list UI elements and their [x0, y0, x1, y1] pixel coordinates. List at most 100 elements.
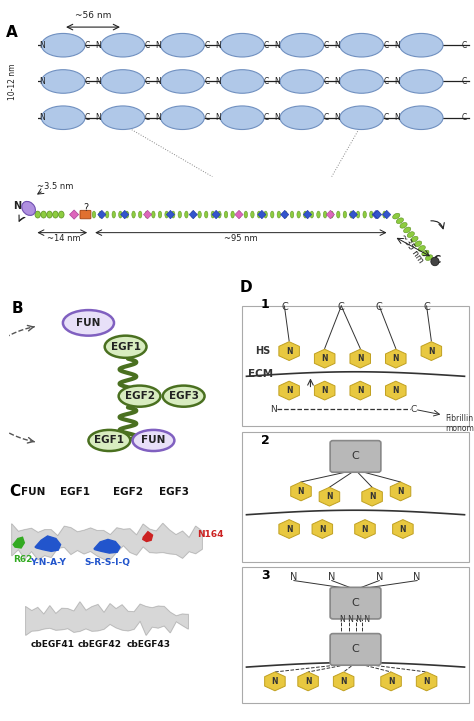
Text: R62: R62: [13, 555, 33, 565]
Text: EGF1: EGF1: [60, 487, 90, 497]
Text: N: N: [388, 677, 394, 686]
Text: C: C: [423, 302, 430, 312]
FancyBboxPatch shape: [242, 567, 469, 703]
FancyBboxPatch shape: [330, 634, 381, 665]
Polygon shape: [312, 520, 333, 539]
Text: EGF3: EGF3: [169, 392, 199, 401]
Ellipse shape: [191, 211, 195, 218]
Ellipse shape: [218, 211, 221, 218]
Text: N N N N: N N N N: [340, 615, 371, 624]
Text: EGF1: EGF1: [110, 342, 141, 352]
Ellipse shape: [125, 211, 129, 218]
Ellipse shape: [422, 250, 429, 256]
Ellipse shape: [165, 211, 168, 218]
Ellipse shape: [101, 33, 145, 57]
Text: N: N: [362, 524, 368, 534]
Ellipse shape: [178, 211, 182, 218]
Ellipse shape: [161, 70, 204, 93]
Ellipse shape: [411, 236, 418, 242]
Ellipse shape: [323, 211, 327, 218]
Text: N: N: [286, 524, 292, 534]
Ellipse shape: [118, 386, 160, 407]
Text: EGF2: EGF2: [125, 392, 155, 401]
Polygon shape: [235, 211, 243, 218]
Ellipse shape: [343, 211, 346, 218]
Text: ~3.5 nm: ~3.5 nm: [37, 182, 73, 191]
Text: N: N: [397, 487, 404, 496]
Ellipse shape: [400, 106, 443, 130]
Ellipse shape: [59, 211, 64, 218]
Polygon shape: [13, 537, 24, 548]
Ellipse shape: [257, 211, 261, 218]
Text: A: A: [6, 25, 18, 40]
Text: C: C: [410, 405, 416, 414]
Ellipse shape: [92, 211, 96, 218]
Text: N: N: [400, 524, 406, 534]
Ellipse shape: [280, 106, 324, 130]
Text: EGF1: EGF1: [94, 435, 124, 446]
Text: N: N: [334, 113, 340, 123]
Text: EGF3: EGF3: [159, 487, 190, 497]
Ellipse shape: [303, 211, 307, 218]
Polygon shape: [333, 672, 354, 691]
Text: ~14 nm: ~14 nm: [46, 234, 80, 243]
Text: ?: ?: [83, 203, 88, 213]
Text: ~56 nm: ~56 nm: [75, 12, 111, 20]
Text: N: N: [428, 347, 435, 355]
Text: 2: 2: [261, 434, 269, 447]
Text: N: N: [321, 354, 328, 363]
Ellipse shape: [133, 430, 174, 451]
Ellipse shape: [431, 257, 439, 266]
FancyBboxPatch shape: [242, 432, 469, 562]
Text: C: C: [264, 113, 269, 123]
Text: Y-N-A-Y: Y-N-A-Y: [30, 559, 65, 567]
Polygon shape: [381, 672, 401, 691]
Ellipse shape: [383, 211, 386, 218]
Text: N: N: [96, 40, 101, 50]
Text: N: N: [271, 405, 277, 414]
Polygon shape: [314, 381, 335, 400]
Ellipse shape: [244, 211, 247, 218]
Text: N: N: [392, 354, 399, 363]
Ellipse shape: [89, 430, 130, 451]
Polygon shape: [374, 211, 382, 218]
Text: S-R-S-I-Q: S-R-S-I-Q: [84, 559, 130, 567]
Polygon shape: [166, 211, 174, 218]
Text: N: N: [394, 40, 400, 50]
Text: C: C: [352, 645, 359, 655]
Polygon shape: [349, 211, 357, 218]
Polygon shape: [383, 211, 391, 218]
Polygon shape: [355, 520, 375, 539]
Text: N: N: [298, 487, 304, 496]
Ellipse shape: [277, 211, 281, 218]
Ellipse shape: [172, 211, 175, 218]
Ellipse shape: [118, 211, 122, 218]
Polygon shape: [421, 342, 442, 360]
Text: N: N: [215, 113, 221, 123]
Text: C: C: [281, 302, 288, 312]
Text: N: N: [155, 40, 161, 50]
Ellipse shape: [350, 211, 353, 218]
Polygon shape: [189, 211, 197, 218]
Text: N: N: [39, 113, 45, 123]
Polygon shape: [319, 487, 340, 506]
Ellipse shape: [145, 211, 148, 218]
FancyBboxPatch shape: [330, 441, 381, 472]
Text: C: C: [264, 40, 269, 50]
Ellipse shape: [363, 211, 366, 218]
Ellipse shape: [403, 227, 411, 233]
Text: 3: 3: [261, 570, 269, 583]
Ellipse shape: [220, 33, 264, 57]
Polygon shape: [385, 349, 406, 368]
Polygon shape: [385, 381, 406, 400]
Text: C: C: [338, 302, 345, 312]
Ellipse shape: [418, 246, 425, 251]
FancyBboxPatch shape: [242, 306, 469, 426]
Ellipse shape: [392, 213, 400, 219]
Text: C: C: [434, 255, 441, 265]
Ellipse shape: [152, 211, 155, 218]
Text: N: N: [215, 77, 221, 86]
Polygon shape: [143, 531, 153, 541]
Ellipse shape: [198, 211, 201, 218]
Polygon shape: [26, 602, 188, 635]
